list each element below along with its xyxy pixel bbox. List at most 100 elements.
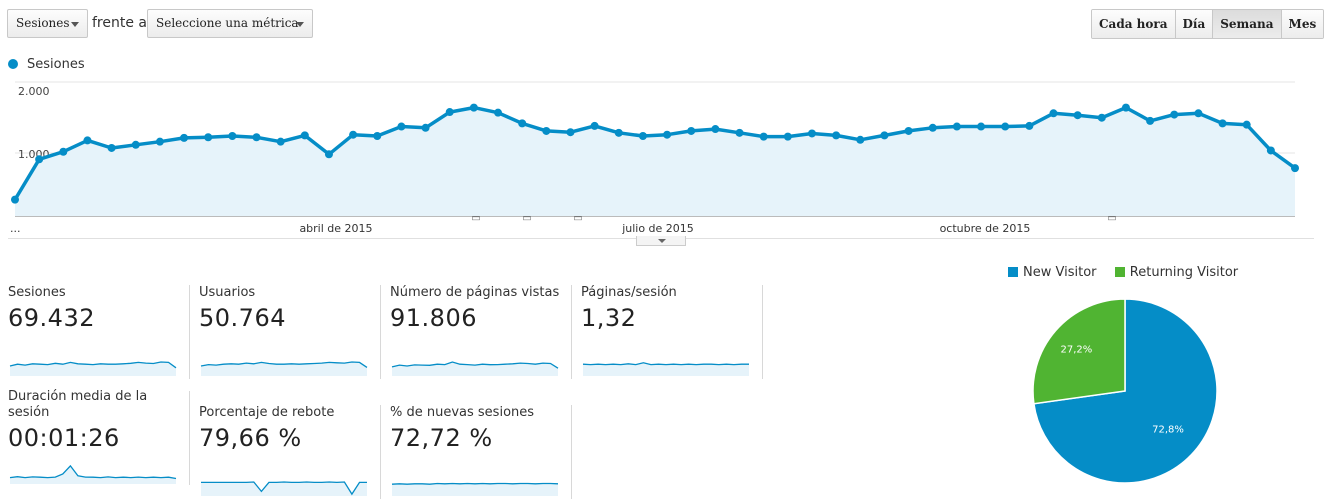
metric-card[interactable]: Duración media de la sesión 00:01:26 <box>8 389 188 485</box>
data-point[interactable] <box>107 143 116 152</box>
legend-returning-visitor[interactable]: Returning Visitor <box>1129 265 1239 280</box>
metric-sparkline <box>582 362 749 376</box>
metric-card[interactable]: Porcentaje de rebote 79,66 % <box>199 405 379 497</box>
pie-slice[interactable] <box>1032 298 1126 405</box>
data-point[interactable] <box>1097 113 1106 122</box>
annotation-icon[interactable]: ▭ <box>471 213 480 224</box>
data-point[interactable] <box>759 132 768 141</box>
metric-card[interactable]: Páginas/sesión 1,32 <box>581 285 761 377</box>
legend-series-label: Sesiones <box>27 57 85 72</box>
metric-card[interactable]: Número de páginas vistas 91.806 <box>390 285 570 377</box>
data-point[interactable] <box>1170 110 1179 119</box>
data-point[interactable] <box>276 137 285 146</box>
granularity-day-button[interactable]: Día <box>1175 10 1214 38</box>
data-point[interactable] <box>131 140 140 149</box>
data-point[interactable] <box>928 123 937 132</box>
data-point[interactable] <box>614 128 623 137</box>
data-point[interactable] <box>590 121 599 130</box>
data-point[interactable] <box>469 103 478 112</box>
data-point[interactable] <box>687 126 696 135</box>
data-point[interactable] <box>638 131 647 140</box>
metric-label: Páginas/sesión <box>581 285 677 300</box>
data-point[interactable] <box>349 130 358 139</box>
data-point[interactable] <box>35 155 44 164</box>
data-point[interactable] <box>204 133 213 142</box>
pie-slice-label: 27,2% <box>1061 345 1093 356</box>
data-point[interactable] <box>1194 109 1203 118</box>
data-point[interactable] <box>566 128 575 137</box>
metric-divider <box>380 405 381 499</box>
data-point[interactable] <box>445 108 454 117</box>
data-point[interactable] <box>1025 121 1034 130</box>
series-area <box>15 107 1295 216</box>
data-point[interactable] <box>397 122 406 131</box>
data-point[interactable] <box>1073 111 1082 120</box>
data-point[interactable] <box>83 136 92 145</box>
data-point[interactable] <box>880 131 889 140</box>
metric-sparkline <box>9 464 177 484</box>
data-point[interactable] <box>1049 109 1058 118</box>
granularity-week-button[interactable]: Semana <box>1213 10 1282 38</box>
data-point[interactable] <box>735 128 744 137</box>
data-point[interactable] <box>180 133 189 142</box>
annotation-icon[interactable]: ▭ <box>522 213 531 224</box>
data-point[interactable] <box>663 130 672 139</box>
data-point[interactable] <box>904 126 913 135</box>
data-point[interactable] <box>1001 122 1010 131</box>
sparkline-line <box>9 464 177 480</box>
sparkline-line <box>200 361 368 368</box>
legend-swatch-new <box>1008 267 1018 277</box>
data-point[interactable] <box>856 135 865 144</box>
data-point[interactable] <box>421 123 430 132</box>
granularity-hourly-button[interactable]: Cada hora <box>1092 10 1176 38</box>
metric-sparkline <box>200 361 368 376</box>
data-point[interactable] <box>832 131 841 140</box>
annotation-icon[interactable]: ▭ <box>573 213 582 224</box>
data-point[interactable] <box>59 147 68 156</box>
annotation-icon[interactable]: ▭ <box>1107 213 1116 224</box>
data-point[interactable] <box>1266 146 1275 155</box>
sparkline-area <box>392 362 558 376</box>
sparkline-area <box>10 465 176 484</box>
data-point[interactable] <box>1242 120 1251 129</box>
data-point[interactable] <box>952 122 961 131</box>
data-point[interactable] <box>11 195 19 204</box>
data-point[interactable] <box>155 137 164 146</box>
data-point[interactable] <box>1121 103 1130 112</box>
metric-card[interactable]: Usuarios 50.764 <box>199 285 379 377</box>
y-tick-label: 2.000 <box>18 85 50 98</box>
legend-dot-icon <box>8 59 18 69</box>
data-point[interactable] <box>228 131 237 140</box>
secondary-metric-dropdown[interactable]: Seleccione una métrica <box>147 9 313 38</box>
granularity-toggle: Cada hora Día Semana Mes <box>1091 9 1325 39</box>
data-point[interactable] <box>494 108 503 117</box>
data-point[interactable] <box>807 129 816 138</box>
data-point[interactable] <box>252 133 261 142</box>
metric-label: Porcentaje de rebote <box>199 405 335 420</box>
granularity-month-button[interactable]: Mes <box>1281 10 1324 38</box>
metric-value: 79,66 % <box>199 424 302 452</box>
data-point[interactable] <box>518 119 527 128</box>
data-point[interactable] <box>783 132 792 141</box>
data-point[interactable] <box>300 131 309 140</box>
metric-card[interactable]: % de nuevas sesiones 72,72 % <box>390 405 570 497</box>
metric-card[interactable]: Sesiones 69.432 <box>8 285 188 377</box>
data-point[interactable] <box>373 131 382 140</box>
x-tick-label: abril de 2015 <box>299 222 372 235</box>
data-point[interactable] <box>1146 116 1155 125</box>
chart-legend: Sesiones <box>8 57 85 72</box>
data-point[interactable] <box>711 125 720 134</box>
metric-value: 91.806 <box>390 304 477 332</box>
collapse-chart-button[interactable] <box>636 236 686 246</box>
legend-new-visitor[interactable]: New Visitor <box>1023 265 1097 280</box>
metric-sparkline <box>201 481 367 496</box>
data-point[interactable] <box>977 122 986 131</box>
metric-label: Duración media de la sesión <box>8 389 148 420</box>
data-point[interactable] <box>542 126 551 135</box>
primary-metric-dropdown[interactable]: Sesiones <box>7 9 88 38</box>
data-point[interactable] <box>1218 119 1227 128</box>
data-point[interactable] <box>324 150 333 159</box>
chevron-down-icon <box>71 22 79 27</box>
data-point[interactable] <box>1291 164 1299 173</box>
sparkline-line <box>391 361 559 369</box>
